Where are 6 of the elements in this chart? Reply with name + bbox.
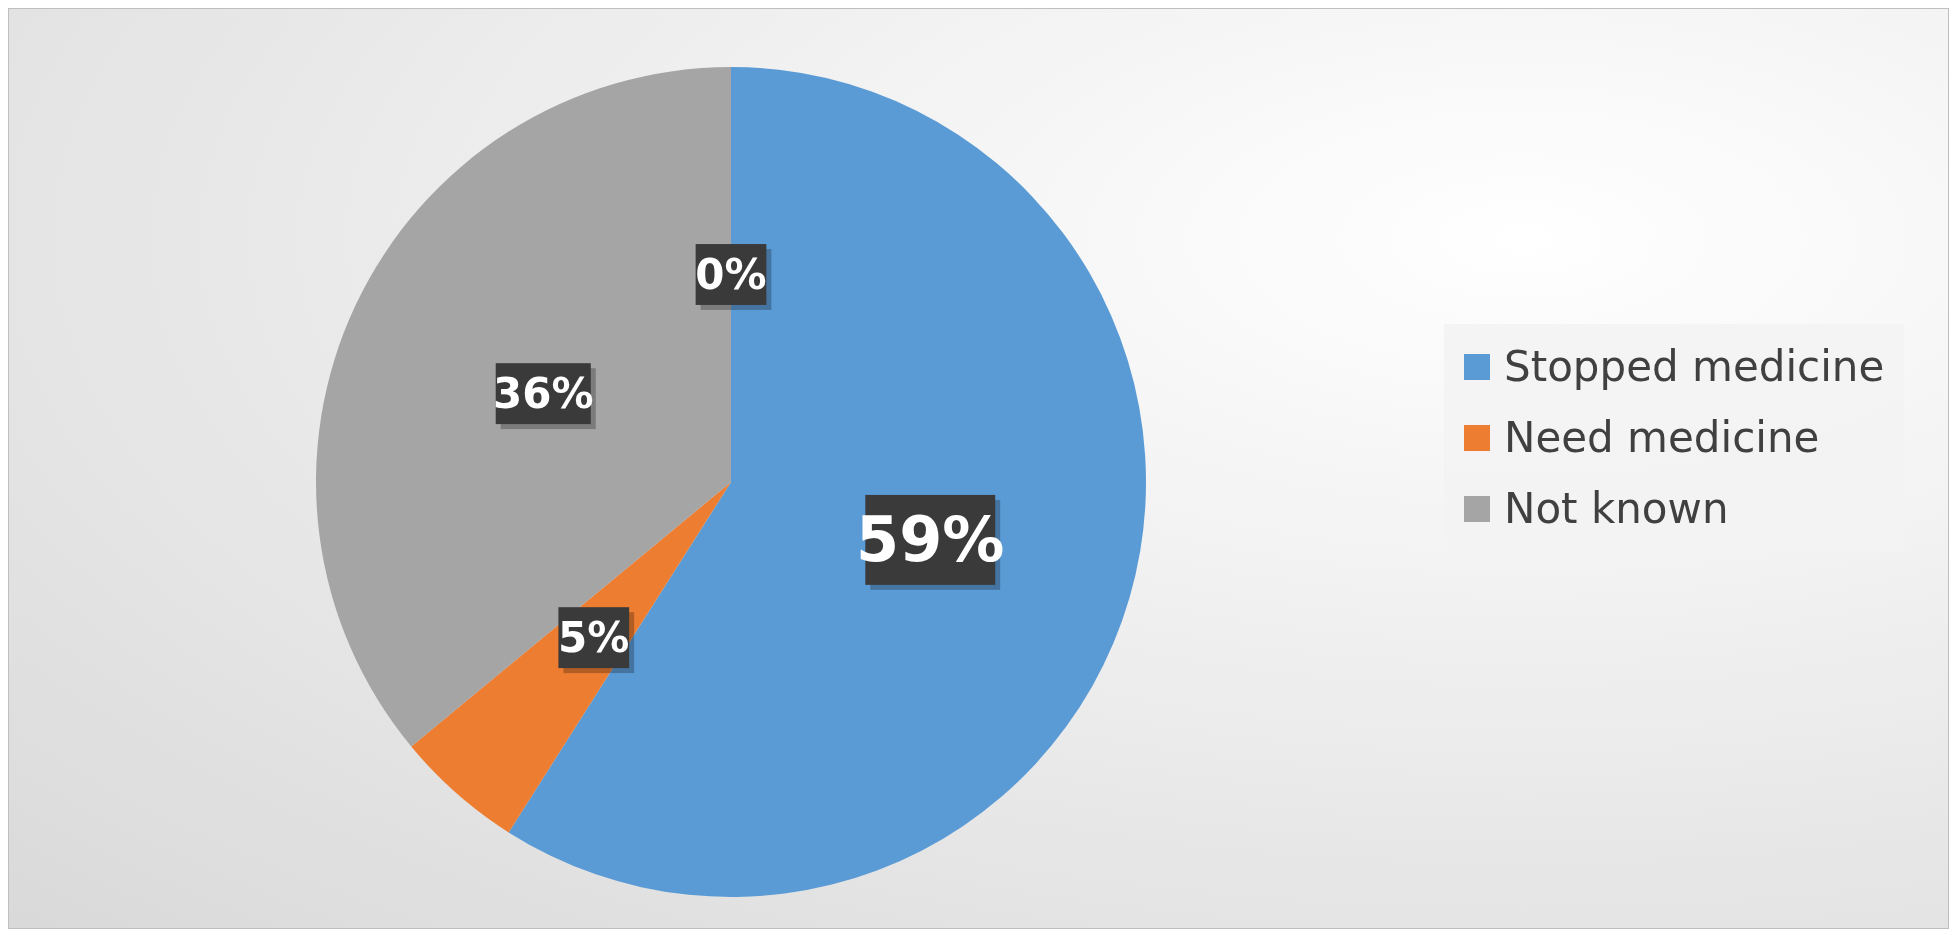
data-label: 5%	[558, 613, 630, 663]
legend-label: Not known	[1504, 484, 1729, 533]
data-label: 36%	[492, 369, 594, 419]
legend-label: Need medicine	[1504, 413, 1820, 462]
text: 0%	[695, 250, 767, 299]
legend-label: Stopped medicine	[1504, 342, 1885, 391]
